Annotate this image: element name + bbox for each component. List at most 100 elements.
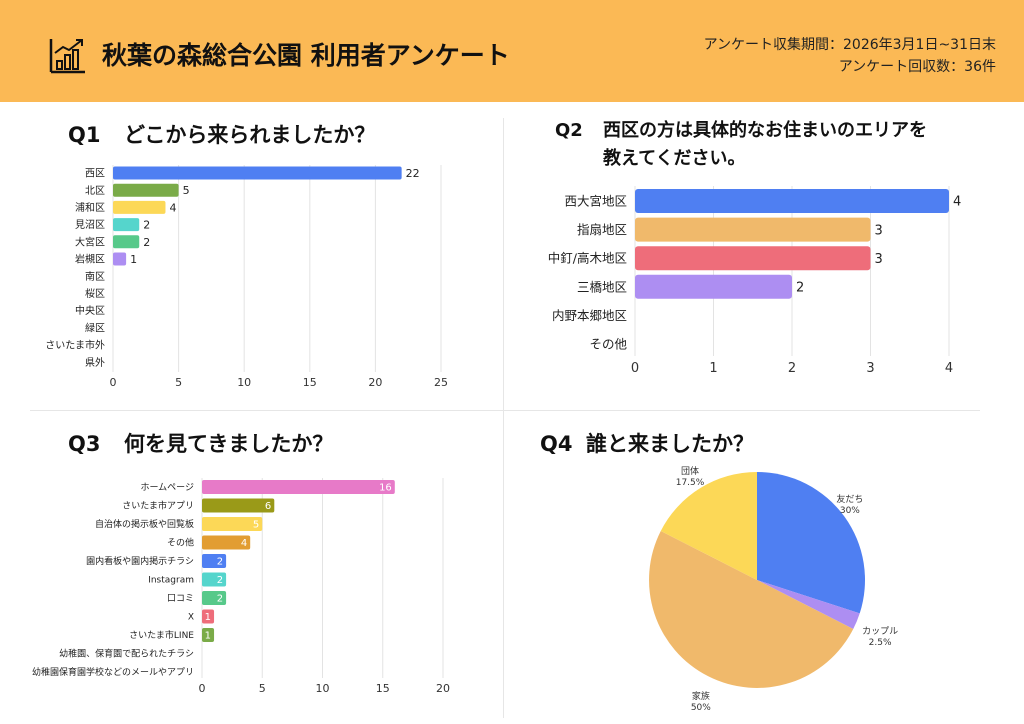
bar: [635, 274, 792, 299]
x-tick-label: 4: [945, 361, 953, 376]
q4-number: Q4: [540, 432, 573, 456]
q1-number: Q1: [68, 123, 101, 147]
pie-slice: [757, 580, 860, 630]
data-label: 5: [253, 520, 259, 531]
q3-question: 何を見てきましたか？: [124, 432, 334, 456]
x-tick-label: 20: [368, 376, 382, 389]
bar: [202, 572, 227, 587]
slice-label: 家族: [692, 690, 710, 702]
category-label: 幼稚園、保育園で配られたチラシ: [59, 648, 194, 660]
category-label: Instagram: [148, 576, 194, 586]
category-label: 県外: [85, 357, 105, 369]
x-tick-label: 3: [866, 361, 874, 376]
pie-slice: [649, 530, 854, 688]
q3-number: Q3: [68, 432, 101, 456]
bar: [202, 628, 215, 642]
horizontal-divider: [30, 410, 980, 411]
vertical-divider: [503, 118, 504, 718]
data-label: 16: [379, 483, 392, 494]
pie-slice: [757, 472, 866, 614]
q3-title: Q3 何を見てきましたか？: [68, 428, 333, 458]
q4-question: 誰と来ましたか？: [586, 432, 754, 456]
bar: [113, 166, 402, 180]
category-label: 三橋地区: [577, 279, 627, 294]
x-tick-label: 1: [709, 361, 717, 376]
data-label: 1: [130, 253, 137, 266]
x-tick-label: 2: [788, 361, 796, 376]
x-tick-label: 5: [175, 376, 182, 389]
bar: [202, 591, 227, 605]
data-label: 6: [265, 501, 271, 512]
bar: [113, 235, 140, 249]
category-label: 桜区: [85, 287, 105, 300]
bar: [113, 183, 179, 197]
data-label: 3: [875, 223, 883, 238]
data-label: 4: [241, 538, 247, 549]
data-label: 1: [205, 631, 211, 642]
q2-number: Q2: [555, 120, 583, 141]
category-label: さいたま市外: [45, 339, 105, 352]
data-label: 2: [217, 594, 223, 605]
slice-label: 友だち: [836, 493, 863, 505]
x-tick-label: 5: [259, 682, 266, 695]
data-label: 2: [143, 236, 150, 249]
data-label: 2: [143, 219, 150, 232]
category-label: 見沼区: [75, 218, 105, 231]
bar: [202, 535, 251, 550]
category-label: 中釘/高木地区: [548, 251, 627, 266]
data-label: 2: [217, 575, 223, 586]
data-label: 2: [796, 280, 804, 295]
survey-meta: アンケート収集期間：2026年3月1日~31日末 アンケート回収数：36件: [704, 34, 996, 78]
bar: [202, 554, 227, 568]
slice-percent-label: 50%: [691, 703, 711, 713]
bar: [635, 189, 949, 213]
bar: [635, 217, 871, 242]
x-tick-label: 0: [199, 682, 206, 695]
category-label: 緑区: [85, 321, 105, 334]
bar: [202, 517, 263, 531]
category-label: 指扇地区: [577, 222, 627, 237]
q2-title: Q2 西区の方は具体的なお住まいのエリアを 教えてください。: [555, 117, 927, 173]
x-tick-label: 0: [110, 376, 117, 389]
x-tick-label: 0: [631, 361, 639, 376]
x-tick-label: 15: [376, 682, 390, 695]
data-label: 22: [406, 167, 420, 180]
bar: [202, 480, 395, 494]
category-label: X: [188, 613, 194, 623]
header-banner: 秋葉の森総合公園 利用者アンケート アンケート収集期間：2026年3月1日~31…: [0, 0, 1024, 102]
data-label: 2: [217, 557, 223, 568]
q1-title: Q1 どこから来られましたか？: [68, 119, 375, 149]
q2-question-line2: 教えてください。: [603, 148, 746, 169]
category-label: さいたま市アプリ: [122, 500, 194, 512]
q4-title: Q4 誰と来ましたか？: [540, 428, 754, 458]
page-title: 秋葉の森総合公園 利用者アンケート: [102, 41, 510, 70]
category-label: 内野本郷地区: [552, 308, 627, 323]
x-tick-label: 10: [316, 682, 330, 695]
category-label: 岩槻区: [75, 253, 105, 266]
category-label: 大宮区: [75, 235, 105, 248]
category-label: その他: [589, 337, 627, 352]
slice-label: 団体: [681, 465, 699, 477]
data-label: 4: [169, 201, 176, 214]
category-label: 園内看板や園内掲示チラシ: [86, 555, 194, 567]
data-label: 3: [875, 252, 883, 267]
category-label: 幼稚園保育園学校などのメールやアプリ: [32, 666, 194, 678]
q2-question-line1: 西区の方は具体的なお住まいのエリアを: [603, 120, 927, 141]
data-label: 1: [205, 612, 211, 623]
category-label: ホームページ: [140, 482, 194, 493]
slice-percent-label: 30%: [840, 506, 860, 516]
bar: [113, 218, 140, 232]
survey-period: アンケート収集期間：2026年3月1日~31日末: [703, 37, 996, 53]
data-label: 5: [183, 184, 190, 197]
category-label: その他: [167, 537, 194, 549]
x-tick-label: 20: [436, 682, 450, 695]
pie-slice: [660, 472, 757, 580]
bar: [202, 498, 275, 513]
slice-label: カップル: [862, 626, 898, 637]
category-label: 浦和区: [75, 201, 105, 214]
survey-count: アンケート回収数：36件: [838, 59, 996, 75]
